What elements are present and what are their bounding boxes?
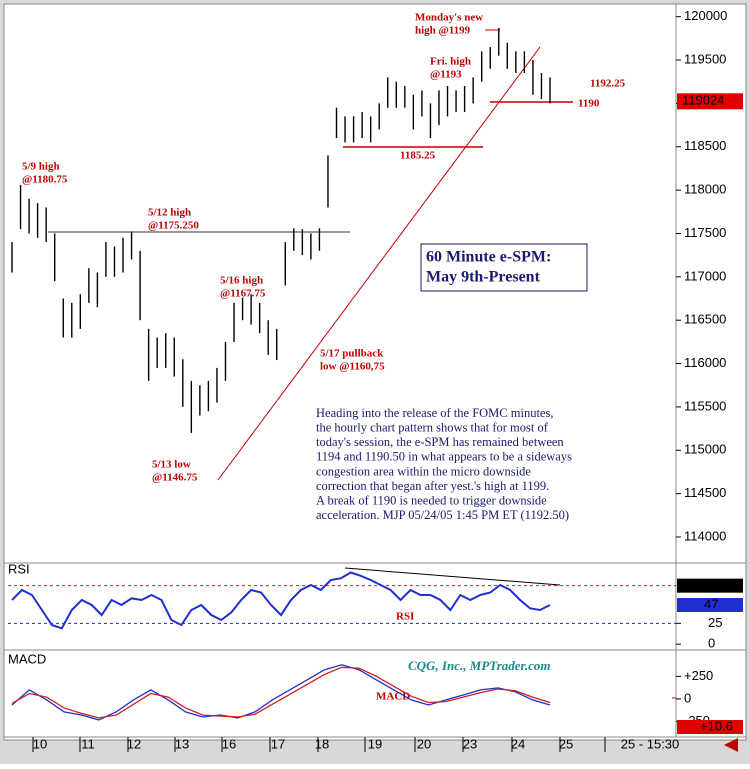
y-tick-label: 114000 <box>684 528 726 543</box>
annotation: @1193 <box>430 69 462 81</box>
note-line: Heading into the release of the FOMC min… <box>316 406 553 420</box>
last-value-box <box>677 598 743 612</box>
note-line: correction that began after yest.'s high… <box>316 479 549 493</box>
x-tick-label: 23 <box>463 736 477 751</box>
chart-subtitle: May 9th-Present <box>426 269 541 286</box>
y-tick-label: 118500 <box>684 138 726 153</box>
y-tick-label: 0 <box>708 636 715 651</box>
x-tick-label: 24 <box>511 736 525 751</box>
y-tick-label: 0 <box>684 690 691 705</box>
annotation: 5/16 high <box>220 275 263 287</box>
upper-level-box <box>677 578 743 593</box>
annotation: @1175.250 <box>148 220 199 232</box>
note-line: congestion area within the micro downsid… <box>316 464 531 478</box>
chart-title: 60 Minute e-SPM: <box>426 249 551 266</box>
y-tick-label: 114500 <box>684 485 726 500</box>
title-box <box>420 243 588 292</box>
rsi-line <box>11 571 551 630</box>
annotation: 5/9 high <box>22 161 60 173</box>
y-tick-label: 117500 <box>684 225 726 240</box>
y-tick-label: 116500 <box>684 312 726 327</box>
y-tick-label: 117000 <box>684 268 726 283</box>
last-value-label: 47 <box>704 596 718 611</box>
annotation: 5/13 low <box>152 459 191 471</box>
note-line: A break of 1190 is needed to trigger dow… <box>316 493 547 507</box>
annotation: 5/12 high <box>148 207 191 219</box>
trend-line <box>217 46 541 481</box>
annotation: Monday's new <box>415 12 483 24</box>
annotation: Fri. high <box>430 56 471 68</box>
x-tick-label: 17 <box>271 736 285 751</box>
x-tick-label: 25 - 15:30 <box>621 736 680 751</box>
annotation: 5/17 pullback <box>320 348 384 360</box>
y-tick-label: 120000 <box>684 8 727 23</box>
x-tick-label: 10 <box>33 736 47 751</box>
last-value-label: 119024 <box>682 93 724 108</box>
note-line: 1194 and 1190.50 in what appears to be a… <box>316 450 572 464</box>
last-value-label: +10.6 <box>700 718 733 733</box>
last-value-box <box>677 720 743 734</box>
y-tick-label: 115500 <box>684 398 726 413</box>
annotation: high @1199 <box>415 25 471 37</box>
y-tick-label: 119500 <box>684 51 726 66</box>
y-tick-label: 116000 <box>684 355 726 370</box>
panel-inner-label: MACD <box>376 691 410 703</box>
y-tick-label: 25 <box>708 615 722 630</box>
y-tick-label: 118000 <box>684 182 726 197</box>
upper-level-label: 70.2 <box>704 577 729 592</box>
x-tick-label: 11 <box>81 736 95 751</box>
x-tick-label: 25 <box>559 736 573 751</box>
annotation: 1190 <box>578 98 600 110</box>
annotation: @1146.75 <box>152 472 198 484</box>
x-tick-label: 19 <box>368 736 382 751</box>
x-tick-label: 12 <box>127 736 141 751</box>
x-tick-label: 20 <box>417 736 431 751</box>
panel-label: MACD <box>8 651 46 666</box>
x-tick-label: 16 <box>222 736 236 751</box>
note-line: acceleration. MJP 05/24/05 1:45 PM ET (1… <box>316 508 569 522</box>
scroll-arrow[interactable] <box>724 738 738 752</box>
last-value-box <box>677 93 743 110</box>
macd-line <box>11 664 551 721</box>
note-line: today's session, the e-SPM has remained … <box>316 435 564 449</box>
annotation: 1185.25 <box>400 150 436 162</box>
panel-inner-label: RSI <box>396 611 414 623</box>
plot-background <box>3 3 747 741</box>
x-tick-label: 18 <box>315 736 329 751</box>
divergence-line <box>344 567 561 586</box>
annotation: @1167.75 <box>220 288 266 300</box>
annotation: 1192.25 <box>590 78 626 90</box>
y-tick-label: 115000 <box>684 442 726 457</box>
annotation: low @1160,75 <box>320 361 385 373</box>
watermark: CQG, Inc., MPTrader.com <box>408 658 551 673</box>
macd-line <box>11 666 551 719</box>
x-tick-label: 13 <box>175 736 189 751</box>
annotation: @1180.75 <box>22 174 68 186</box>
note-line: the hourly chart pattern shows that for … <box>316 420 549 434</box>
panel-label: RSI <box>8 561 30 576</box>
y-tick-label: +250 <box>684 668 713 683</box>
